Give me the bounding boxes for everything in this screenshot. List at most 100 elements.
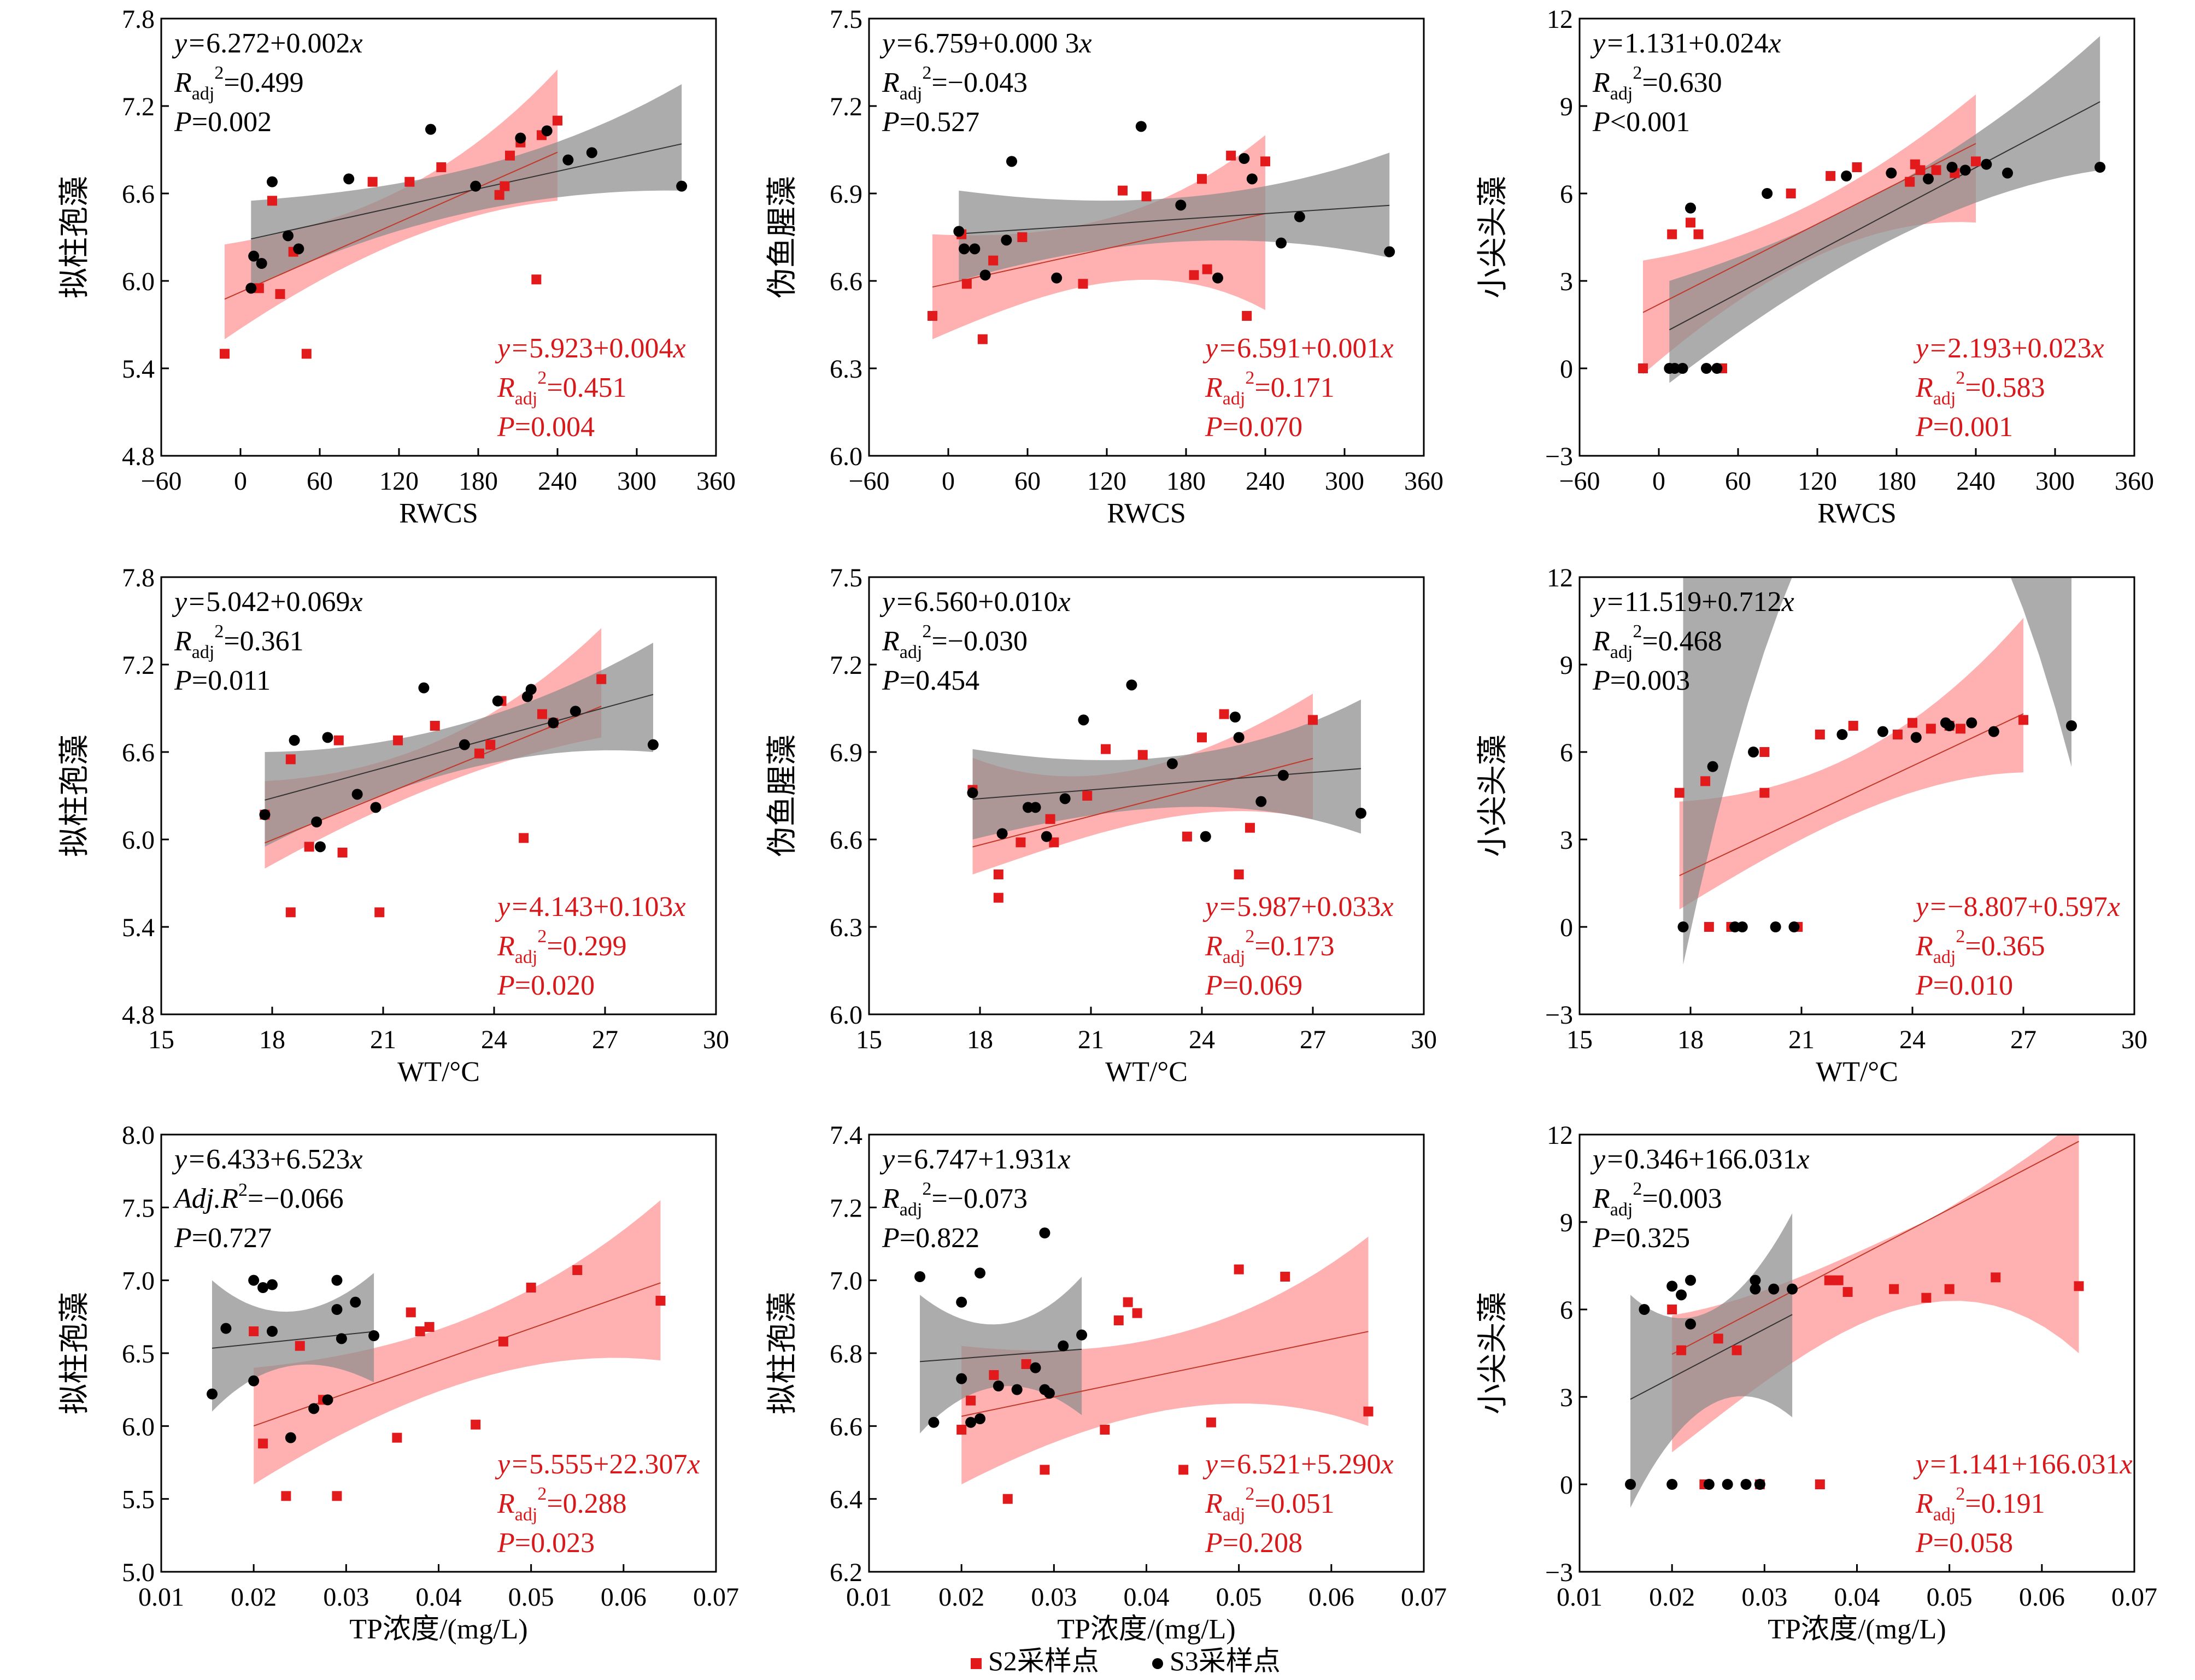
equation-line-2: P=0.020 bbox=[497, 970, 595, 1001]
s2-point bbox=[332, 1491, 342, 1501]
scatter-panel-8: 0.01 0.02 0.03 0.04 0.05 0.06 0.07 6.2 6.4 6.6 6.8… bbox=[766, 1121, 1447, 1645]
s2-fit-line bbox=[961, 1331, 1369, 1417]
y-tick-label: −3 bbox=[1545, 1558, 1573, 1587]
s2-point bbox=[1045, 814, 1055, 824]
s2-point bbox=[531, 274, 542, 285]
s2-point bbox=[430, 721, 440, 731]
equation-line-2: P=0.208 bbox=[1205, 1528, 1302, 1559]
y-axis-label: 小尖头藻 bbox=[1476, 176, 1510, 298]
s2-point bbox=[1206, 1417, 1216, 1428]
s2-point bbox=[1759, 788, 1770, 798]
s2-point bbox=[1826, 171, 1836, 181]
s2-fit-line bbox=[224, 151, 558, 300]
s2-point bbox=[500, 181, 510, 191]
s2-point bbox=[436, 162, 447, 172]
s2-point bbox=[1852, 162, 1862, 172]
y-tick-label: −3 bbox=[1545, 442, 1573, 471]
s3-point bbox=[248, 250, 260, 262]
s3-point bbox=[1676, 1289, 1687, 1301]
s2-point bbox=[1732, 1345, 1742, 1355]
s3-fit-line bbox=[1630, 1314, 1793, 1400]
y-tick-label: 6.6 bbox=[830, 1412, 862, 1441]
y-tick-label: 0 bbox=[1560, 1471, 1573, 1500]
x-tick-label: 120 bbox=[1087, 467, 1126, 496]
s2-point bbox=[1674, 788, 1685, 798]
x-axis-label: WT/°C bbox=[1105, 1056, 1188, 1088]
s2-point bbox=[1308, 715, 1318, 725]
equation-line-2: P=0.822 bbox=[882, 1223, 979, 1254]
plot-area bbox=[928, 121, 1395, 344]
s2-point bbox=[537, 709, 547, 719]
x-tick-label: 240 bbox=[1246, 467, 1285, 496]
s2-confidence-band bbox=[254, 1200, 661, 1484]
s3-point bbox=[267, 1326, 278, 1337]
s2-point bbox=[301, 349, 312, 359]
s3-point bbox=[979, 269, 991, 281]
equation-line-0: y=11.519+0.712x bbox=[1590, 586, 1794, 618]
s3-point bbox=[1051, 272, 1063, 284]
x-tick-label: 180 bbox=[1166, 467, 1206, 496]
s3-point bbox=[257, 1282, 269, 1293]
y-tick-label: 9 bbox=[1560, 92, 1573, 121]
s3-point bbox=[1126, 679, 1137, 691]
s3-point bbox=[1685, 1318, 1696, 1330]
x-tick-label: 21 bbox=[1788, 1025, 1815, 1054]
equation-line-1: Radj2=−0.030 bbox=[882, 621, 1028, 662]
y-tick-label: 7.0 bbox=[122, 1267, 155, 1296]
equation-line-0: y=6.433+6.523x bbox=[172, 1144, 363, 1175]
y-tick-label: 7.2 bbox=[830, 1194, 862, 1223]
s3-point bbox=[647, 739, 659, 750]
s2-point bbox=[485, 739, 496, 750]
x-tick-label: −60 bbox=[1559, 467, 1600, 496]
x-tick-label: 360 bbox=[696, 467, 736, 496]
s3-point bbox=[975, 1267, 985, 1279]
y-tick-label: 4.8 bbox=[122, 442, 155, 471]
equation-line-0: y=6.591+0.001x bbox=[1202, 333, 1394, 364]
x-tick-label: 0.04 bbox=[1124, 1583, 1170, 1612]
y-tick-label: 5.5 bbox=[122, 1485, 155, 1514]
y-tick-label: 6.0 bbox=[830, 1001, 862, 1030]
y-tick-label: 7.2 bbox=[122, 651, 155, 680]
x-tick-label: 0 bbox=[1652, 467, 1665, 496]
y-tick-label: 6.8 bbox=[830, 1340, 862, 1368]
x-tick-label: 300 bbox=[2035, 467, 2075, 496]
y-tick-label: 6.0 bbox=[122, 826, 155, 855]
s2-point bbox=[1021, 1359, 1031, 1369]
x-tick-label: 27 bbox=[1300, 1025, 1326, 1054]
s2-point bbox=[304, 842, 314, 852]
s2-point bbox=[572, 1265, 583, 1275]
s2-point bbox=[977, 334, 988, 344]
plot-area bbox=[1638, 36, 2106, 383]
y-tick-label: 6.5 bbox=[122, 1340, 155, 1368]
x-tick-label: 0.06 bbox=[1308, 1583, 1354, 1612]
s3-point bbox=[314, 841, 326, 853]
equation-line-2: P=0.058 bbox=[1915, 1528, 2013, 1559]
s2-fit-line bbox=[1671, 1141, 2079, 1355]
s2-point bbox=[1667, 1305, 1677, 1314]
scatter-panel-7: 0.01 0.02 0.03 0.04 0.05 0.06 0.07 5.0 5.5 6.0 6.5… bbox=[58, 1121, 739, 1645]
y-tick-label: 5.4 bbox=[122, 355, 155, 384]
equation-line-1: Radj2=0.191 bbox=[1915, 1484, 2045, 1525]
scatter-panel-4: 15 18 21 24 27 30 4.8 5.4 6.0 6.6 7.2 7.8 WT/°C 拟柱孢藻 y… bbox=[58, 563, 729, 1088]
x-tick-label: 21 bbox=[1078, 1025, 1104, 1054]
s3-point bbox=[350, 1296, 361, 1308]
equation-line-2: P=0.023 bbox=[497, 1528, 595, 1559]
s3-point bbox=[267, 176, 278, 187]
s3-point bbox=[1788, 921, 1800, 932]
s2-confidence-band bbox=[1679, 618, 2023, 909]
plot-frame bbox=[1578, 576, 2135, 1015]
s2-point bbox=[519, 833, 529, 843]
x-tick-label: 30 bbox=[1411, 1025, 1437, 1054]
s2-point bbox=[1245, 823, 1255, 833]
y-tick-label: 6.3 bbox=[830, 913, 862, 942]
equation-line-1: Radj2=0.630 bbox=[1592, 63, 1722, 104]
s2-point bbox=[1197, 732, 1207, 743]
s2-point bbox=[1759, 747, 1770, 757]
x-tick-label: 60 bbox=[1725, 467, 1751, 496]
s2-point bbox=[505, 150, 515, 161]
s3-point bbox=[1239, 153, 1250, 164]
